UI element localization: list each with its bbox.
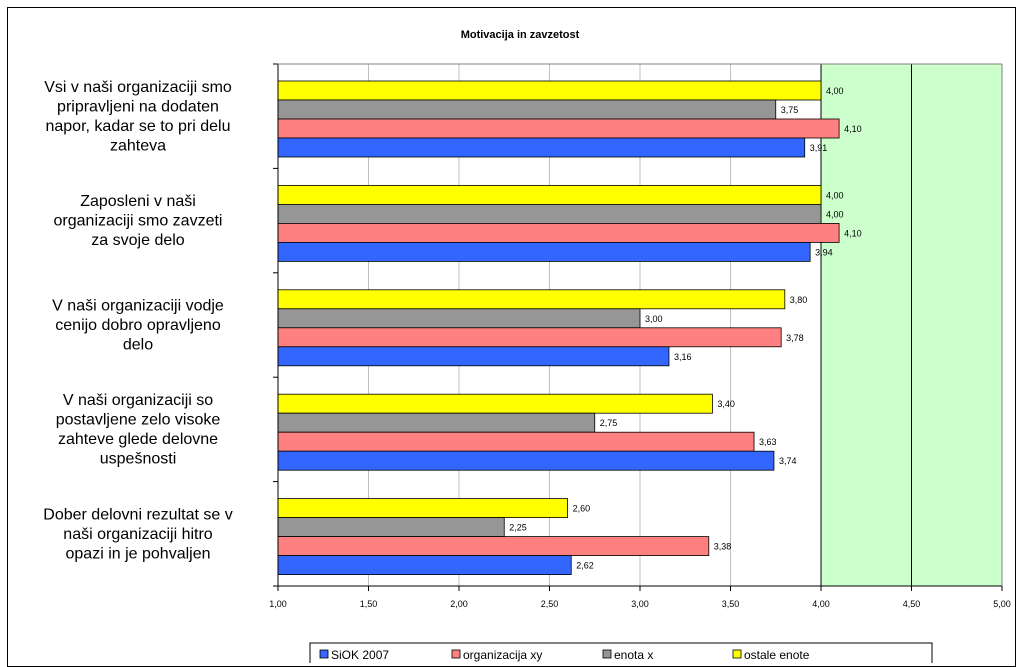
data-label: 4,10 xyxy=(844,228,862,238)
x-tick-label: 2,00 xyxy=(450,599,468,609)
data-label: 4,00 xyxy=(826,190,844,200)
bar xyxy=(277,137,806,158)
legend-swatch xyxy=(602,649,612,659)
bar xyxy=(277,118,840,139)
plot-area: 4,003,754,103,914,004,004,103,943,803,00… xyxy=(273,63,1003,587)
x-tick-label: 4,00 xyxy=(812,599,830,609)
bar xyxy=(277,431,755,452)
bar xyxy=(277,498,569,519)
category-group: 3,80 3,00 3,78 3,16 xyxy=(277,289,808,367)
bar xyxy=(277,289,786,310)
x-tick-label: 1,00 xyxy=(269,599,287,609)
data-label: 3,16 xyxy=(674,352,692,362)
data-label: 4,00 xyxy=(826,86,844,96)
legend-swatch xyxy=(732,649,742,659)
x-axis: 1,00 1,50 2,00 2,50 3,00 3,50 4,00 4,50 5,00 xyxy=(269,586,1011,609)
category-group: 4,00 3,75 4,10 3,91 xyxy=(277,80,862,158)
data-label: 2,62 xyxy=(576,561,594,571)
bar xyxy=(277,308,641,329)
data-label: 4,10 xyxy=(844,124,862,134)
category-label: Vsi v naši organizaciji smo pripravljeni … xyxy=(44,79,232,155)
data-label: 3,75 xyxy=(781,105,799,115)
legend-swatch xyxy=(319,649,329,659)
bar xyxy=(277,80,822,101)
legend-entry: ostale enote xyxy=(744,648,810,662)
data-label: 2,25 xyxy=(509,523,527,533)
bar xyxy=(277,450,775,471)
category-group: 4,004,004,103,94 xyxy=(277,184,862,262)
x-tick-label: 1,50 xyxy=(360,599,378,609)
category-label: Zaposleni v naši organizaciji smo zavzeti… xyxy=(54,193,223,249)
bar xyxy=(277,203,822,224)
legend-entry: enota x xyxy=(614,648,653,662)
bar xyxy=(277,346,670,367)
data-label: 2,75 xyxy=(600,418,618,428)
category-group: 3,40 2,75 3,633,74 xyxy=(277,393,797,471)
data-label: 3,63 xyxy=(759,437,777,447)
data-label: 3,78 xyxy=(786,333,804,343)
data-label: 3,40 xyxy=(717,399,735,409)
category-label: V naši organizaciji vodje cenijo dobro op… xyxy=(52,298,224,354)
bar xyxy=(277,222,840,243)
legend-entry: organizacija xy xyxy=(463,648,542,662)
data-label: 3,74 xyxy=(779,456,797,466)
data-label: 3,91 xyxy=(810,143,828,153)
chart-title: Motivacija in zavzetost xyxy=(461,29,580,41)
data-label: 3,00 xyxy=(645,314,663,324)
legend-entry: SiOK 2007 xyxy=(331,648,389,662)
bar xyxy=(277,536,710,556)
legend-box xyxy=(309,642,933,663)
legend: SiOK 2007 organizacija xy enota x ostale en… xyxy=(309,642,933,663)
data-label: 3,94 xyxy=(815,247,833,257)
x-tick-label: 3,50 xyxy=(722,599,740,609)
x-tick-label: 5,00 xyxy=(993,599,1011,609)
bar xyxy=(277,184,822,205)
bar xyxy=(277,412,596,433)
data-label: 3,80 xyxy=(790,295,808,305)
category-label: V naši organizaciji so postavljene zelo v… xyxy=(56,392,221,468)
x-tick-label: 3,00 xyxy=(631,599,649,609)
bar xyxy=(277,327,782,348)
bar xyxy=(277,517,505,537)
data-label: 4,00 xyxy=(826,209,844,219)
x-tick-label: 2,50 xyxy=(541,599,559,609)
bar xyxy=(277,393,713,414)
data-label: 2,60 xyxy=(573,504,591,514)
x-tick-label: 4,50 xyxy=(903,599,921,609)
category-labels: Vsi v naši organizaciji smo pripravljeni … xyxy=(43,79,232,562)
bar xyxy=(277,555,572,575)
bar xyxy=(277,241,811,262)
legend-swatch xyxy=(451,649,461,659)
category-label: Dober delovni rezultat se v naši organiza… xyxy=(43,506,232,562)
data-label: 3,38 xyxy=(714,542,732,552)
category-group: 2,60 2,25 3,38 2,62 xyxy=(277,498,732,575)
bar xyxy=(277,99,777,120)
